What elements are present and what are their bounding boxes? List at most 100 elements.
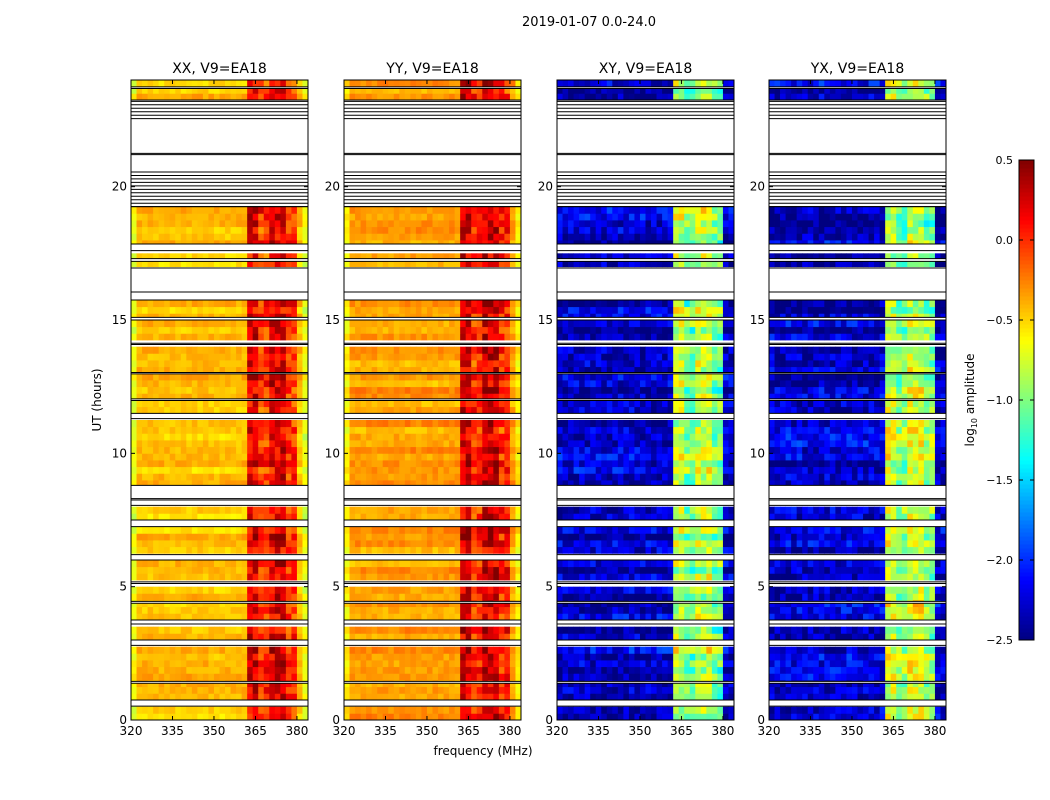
heatmap-cell xyxy=(371,320,378,328)
heatmap-cell xyxy=(421,366,428,374)
heatmap-cell xyxy=(191,93,198,101)
heatmap-cell xyxy=(371,506,378,514)
heatmap-cell xyxy=(291,666,298,674)
heatmap-cell xyxy=(465,253,472,261)
heatmap-cell xyxy=(191,233,198,241)
heatmap-cell xyxy=(509,513,516,521)
heatmap-cell xyxy=(371,220,378,228)
heatmap-cell xyxy=(136,326,143,334)
heatmap-cell xyxy=(399,400,406,408)
heatmap-cell xyxy=(269,480,276,488)
heatmap-cell xyxy=(274,360,281,368)
heatmap-cell xyxy=(191,346,198,354)
heatmap-cell xyxy=(606,693,613,701)
heatmap-cell xyxy=(291,613,298,621)
heatmap-cell xyxy=(454,226,461,234)
heatmap-cell xyxy=(247,473,254,481)
heatmap-cell xyxy=(573,633,580,641)
heatmap-cell xyxy=(421,206,428,214)
heatmap-cell xyxy=(285,586,292,594)
heatmap-cell xyxy=(449,440,456,448)
heatmap-cell xyxy=(557,546,563,554)
heatmap-cell xyxy=(241,300,248,308)
heatmap-cell xyxy=(258,306,265,314)
heatmap-cell xyxy=(225,613,231,621)
heatmap-cell xyxy=(404,353,411,361)
heatmap-cell xyxy=(225,646,231,654)
heatmap-cell xyxy=(404,606,411,614)
heatmap-cell xyxy=(504,533,511,541)
heatmap-cell xyxy=(142,566,148,574)
heatmap-cell xyxy=(465,466,472,474)
heatmap-cell xyxy=(164,386,171,394)
heatmap-cell xyxy=(164,473,171,481)
heatmap-cell xyxy=(404,546,411,554)
heatmap-cell xyxy=(728,566,735,574)
heatmap-cell xyxy=(476,433,483,441)
heatmap-cell xyxy=(360,233,367,241)
heatmap-cell xyxy=(717,673,724,681)
heatmap-cell xyxy=(258,446,265,454)
heatmap-cell xyxy=(684,573,691,581)
heatmap-cell xyxy=(131,586,137,594)
heatmap-cell xyxy=(476,473,483,481)
heatmap-cell xyxy=(728,706,735,714)
heatmap-cell xyxy=(219,386,226,394)
heatmap-cell xyxy=(225,306,231,314)
heatmap-cell xyxy=(393,673,400,681)
heatmap-cell xyxy=(504,606,511,614)
heatmap-cell xyxy=(388,586,395,594)
heatmap-cell xyxy=(344,453,350,461)
heatmap-cell xyxy=(443,226,450,234)
heatmap-cell xyxy=(557,686,563,694)
heatmap-cell xyxy=(230,480,237,488)
heatmap-cell xyxy=(366,433,373,441)
heatmap-cell xyxy=(302,353,309,361)
heatmap-cell xyxy=(562,693,569,701)
heatmap-cell xyxy=(421,393,428,401)
heatmap-cell xyxy=(476,80,483,88)
heatmap-cell xyxy=(158,260,165,268)
heatmap-cell xyxy=(164,346,171,354)
heatmap-cell xyxy=(426,560,433,568)
heatmap-cell xyxy=(590,566,597,574)
heatmap-cell xyxy=(252,460,259,468)
heatmap-cell xyxy=(443,353,450,361)
heatmap-cell xyxy=(252,326,259,334)
heatmap-cell xyxy=(219,546,226,554)
heatmap-cell xyxy=(131,593,137,601)
heatmap-cell xyxy=(147,440,154,448)
heatmap-cell xyxy=(388,513,395,521)
heatmap-cell xyxy=(421,713,428,721)
heatmap-cell xyxy=(269,466,276,474)
heatmap-cell xyxy=(366,646,373,654)
heatmap-cell xyxy=(371,433,378,441)
heatmap-cell xyxy=(164,360,171,368)
heatmap-cell xyxy=(349,506,356,514)
heatmap-cell xyxy=(252,453,259,461)
heatmap-cell xyxy=(236,406,243,414)
heatmap-cell xyxy=(219,206,226,214)
heatmap-cell xyxy=(296,453,303,461)
heatmap-cell xyxy=(241,213,248,221)
heatmap-cell xyxy=(426,606,433,614)
heatmap-cell xyxy=(404,533,411,541)
heatmap-cell xyxy=(349,393,356,401)
heatmap-cell xyxy=(449,526,456,534)
heatmap-cell xyxy=(302,233,309,241)
heatmap-cell xyxy=(404,653,411,661)
flagged-band xyxy=(131,554,308,560)
heatmap-cell xyxy=(471,400,478,408)
heatmap-cell xyxy=(612,606,619,614)
heatmap-cell xyxy=(302,453,309,461)
heatmap-cell xyxy=(393,533,400,541)
heatmap-cell xyxy=(344,206,350,214)
heatmap-cell xyxy=(465,540,472,548)
heatmap-cell xyxy=(274,666,281,674)
heatmap-cell xyxy=(498,573,505,581)
heatmap-cell xyxy=(142,466,148,474)
heatmap-cell xyxy=(274,546,281,554)
heatmap-cell xyxy=(296,573,303,581)
heatmap-cell xyxy=(595,626,602,634)
heatmap-cell xyxy=(662,586,669,594)
